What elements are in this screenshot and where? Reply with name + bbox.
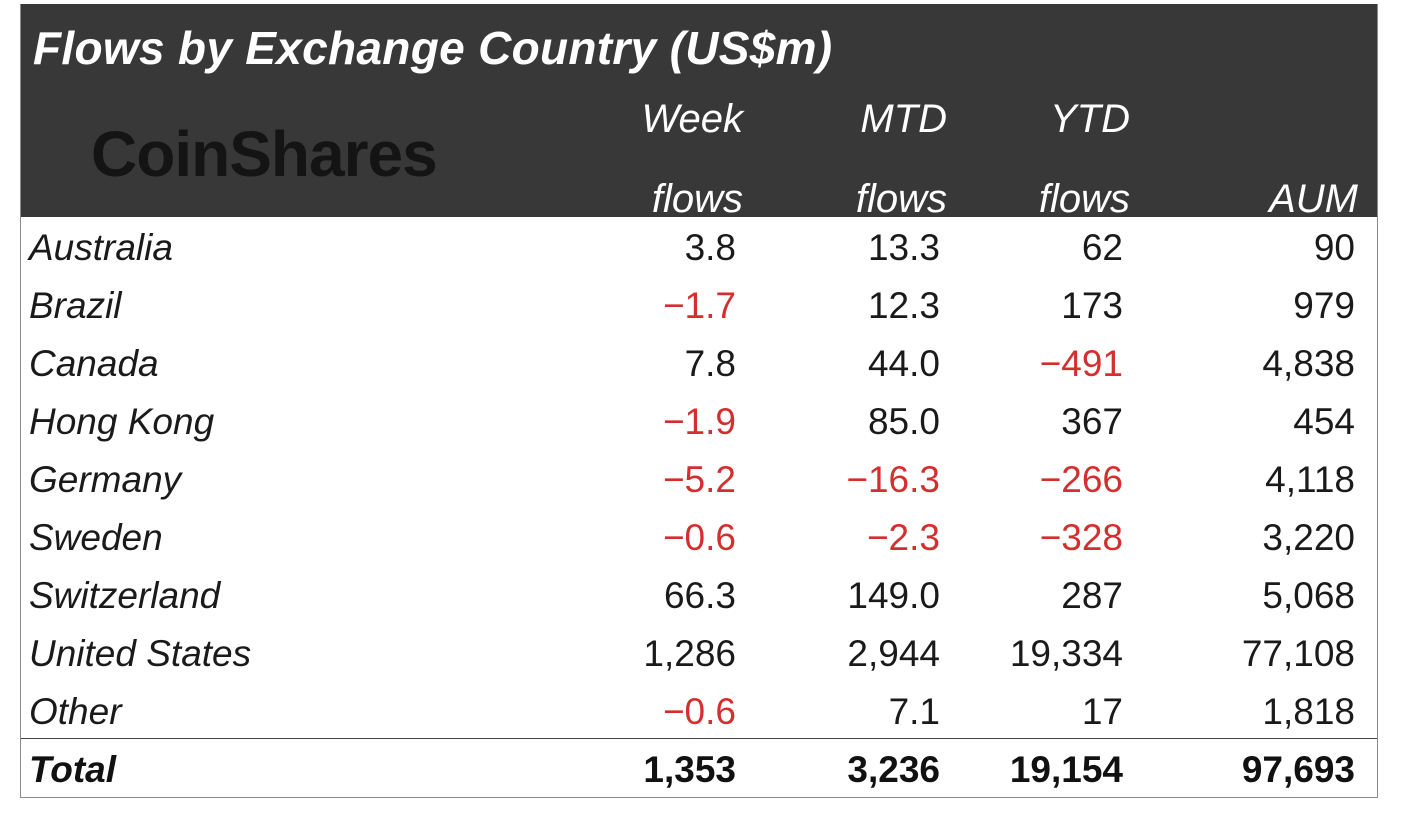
ytd-flow-cell: 19,334 <box>1009 633 1123 674</box>
column-header-line1: YTD <box>1050 97 1130 141</box>
table-row: United States 1,286 2,944 19,334 77,108 <box>21 623 1377 681</box>
ytd-flow-cell: 173 <box>1061 285 1123 326</box>
table-row: Germany −5.2 −16.3 −266 4,118 <box>21 449 1377 507</box>
ytd-flow-cell: −328 <box>1039 517 1123 558</box>
aum-cell: 4,838 <box>1262 343 1355 384</box>
total-label: Total <box>29 749 117 790</box>
country-cell: Hong Kong <box>29 401 215 442</box>
mtd-flow-cell: 44.0 <box>867 343 940 384</box>
table-row: Brazil −1.7 12.3 173 979 <box>21 275 1377 333</box>
country-cell: Canada <box>29 343 159 384</box>
aum-cell: 4,118 <box>1265 459 1355 500</box>
aum-cell: 90 <box>1313 227 1355 268</box>
total-row: Total 1,353 3,236 19,154 97,693 <box>21 738 1377 799</box>
mtd-flow-cell: 149.0 <box>847 575 940 616</box>
aum-cell: 3,220 <box>1262 517 1355 558</box>
week-flow-cell: −1.7 <box>662 285 736 326</box>
table-row: Other −0.6 7.1 17 1,818 <box>21 681 1377 739</box>
mtd-flow-cell: 12.3 <box>867 285 940 326</box>
week-flow-cell: 3.8 <box>684 227 736 268</box>
country-cell: Brazil <box>29 285 122 326</box>
table-row: Hong Kong −1.9 85.0 367 454 <box>21 391 1377 449</box>
column-header-line2: flows <box>651 177 743 221</box>
country-cell: Australia <box>29 227 173 268</box>
flows-table: Flows by Exchange Country (US$m) CoinSha… <box>20 4 1378 798</box>
table-row: Switzerland 66.3 149.0 287 5,068 <box>21 565 1377 623</box>
country-cell: United States <box>29 633 252 674</box>
week-flow-cell: 1,286 <box>643 633 736 674</box>
aum-cell: 979 <box>1293 285 1355 326</box>
ytd-flow-cell: 62 <box>1081 227 1123 268</box>
column-header-line2: flows <box>1038 177 1130 221</box>
ytd-flow-cell: −266 <box>1039 459 1123 500</box>
total-mtd-flow: 3,236 <box>847 749 940 790</box>
country-cell: Sweden <box>29 517 163 558</box>
ytd-flow-cell: −491 <box>1039 343 1123 384</box>
table-body: Australia 3.8 13.3 62 90 Brazil −1.7 12.… <box>21 217 1377 739</box>
table-row: Sweden −0.6 −2.3 −328 3,220 <box>21 507 1377 565</box>
week-flow-cell: 7.8 <box>684 343 736 384</box>
total-aum: 97,693 <box>1241 749 1355 790</box>
column-header-line2: flows <box>855 177 947 221</box>
mtd-flow-cell: 2,944 <box>847 633 940 674</box>
column-header-line2: AUM <box>1269 177 1358 221</box>
week-flow-cell: −0.6 <box>662 517 736 558</box>
table-row: Canada 7.8 44.0 −491 4,838 <box>21 333 1377 391</box>
mtd-flow-cell: 13.3 <box>867 227 940 268</box>
aum-cell: 1,818 <box>1262 691 1355 732</box>
ytd-flow-cell: 367 <box>1061 401 1123 442</box>
mtd-flow-cell: 7.1 <box>888 691 940 732</box>
week-flow-cell: −1.9 <box>662 401 736 442</box>
week-flow-cell: −0.6 <box>662 691 736 732</box>
aum-cell: 5,068 <box>1262 575 1355 616</box>
column-header-line1: Week <box>641 97 743 141</box>
country-cell: Switzerland <box>29 575 221 616</box>
total-ytd-flow: 19,154 <box>1009 749 1123 790</box>
ytd-flow-cell: 287 <box>1061 575 1123 616</box>
aum-cell: 77,108 <box>1241 633 1355 674</box>
mtd-flow-cell: 85.0 <box>867 401 940 442</box>
country-cell: Germany <box>29 459 182 500</box>
table-title: Flows by Exchange Country (US$m) <box>33 22 833 74</box>
ytd-flow-cell: 17 <box>1081 691 1123 732</box>
mtd-flow-cell: −16.3 <box>846 459 940 500</box>
mtd-flow-cell: −2.3 <box>866 517 940 558</box>
column-header-line1: MTD <box>860 97 947 141</box>
week-flow-cell: −5.2 <box>662 459 736 500</box>
country-cell: Other <box>29 691 122 732</box>
aum-cell: 454 <box>1293 401 1355 442</box>
table-header: Flows by Exchange Country (US$m) CoinSha… <box>21 4 1377 221</box>
total-week-flow: 1,353 <box>643 749 736 790</box>
coinshares-logo: CoinShares <box>91 118 438 190</box>
week-flow-cell: 66.3 <box>663 575 736 616</box>
table-row: Australia 3.8 13.3 62 90 <box>21 217 1377 275</box>
